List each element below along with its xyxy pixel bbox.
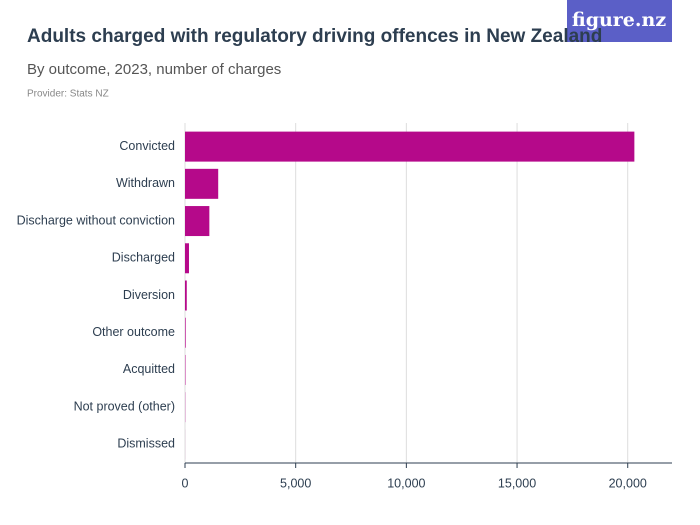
x-tick-label: 10,000 [387,476,425,490]
bar [185,131,635,162]
category-label: Other outcome [92,325,175,339]
brand-badge [567,0,672,42]
chart-subtitle: By outcome, 2023, number of charges [27,61,281,78]
bar [185,317,186,348]
category-label: Discharge without conviction [17,213,175,227]
chart-source: Provider: Stats NZ [27,89,109,100]
category-label: Not proved (other) [74,399,175,413]
x-tick-label: 0 [182,476,189,490]
x-tick-label: 20,000 [609,476,647,490]
brand-logo: figure.nz [572,9,666,31]
category-label: Withdrawn [116,176,175,190]
bar [185,168,219,199]
category-label: Discharged [112,251,175,265]
bar [185,243,189,274]
chart-title: Adults charged with regulatory driving o… [27,26,602,47]
x-tick-label: 15,000 [498,476,536,490]
category-label: Convicted [119,139,175,153]
category-label: Dismissed [117,437,175,451]
category-label: Acquitted [123,362,175,376]
bar [185,280,187,311]
x-tick-label: 5,000 [280,476,311,490]
category-label: Diversion [123,288,175,302]
bar [185,206,210,237]
